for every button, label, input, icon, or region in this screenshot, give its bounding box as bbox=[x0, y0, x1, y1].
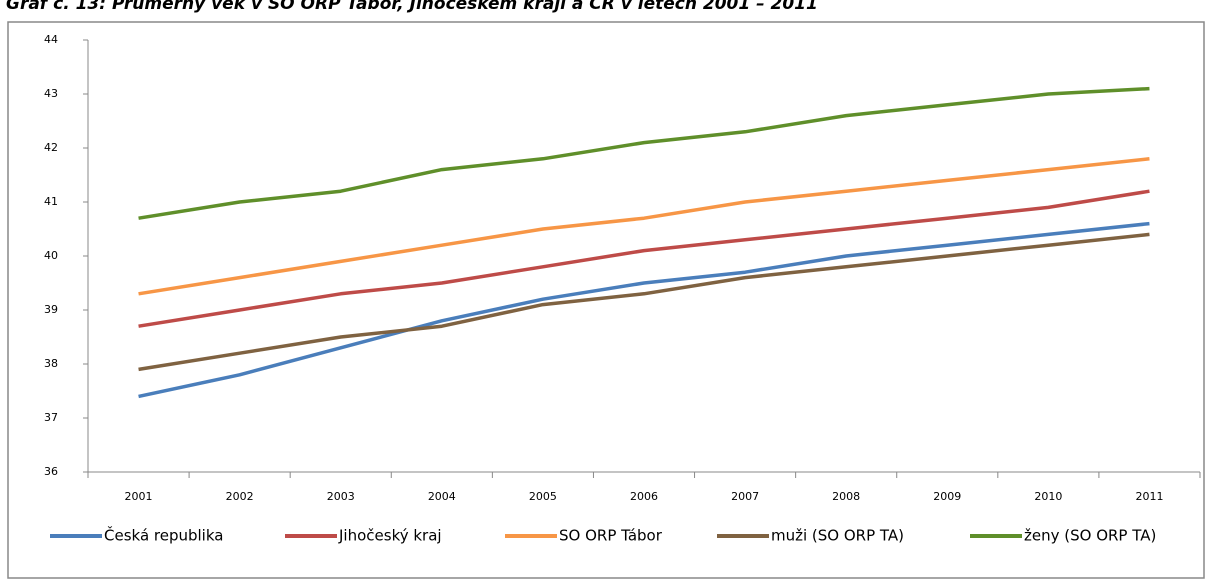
legend-label: ženy (SO ORP TA) bbox=[1024, 527, 1156, 545]
y-tick-label: 42 bbox=[44, 141, 58, 154]
line-series bbox=[138, 86, 1150, 220]
x-tick-label: 2003 bbox=[327, 490, 355, 503]
legend-label: muži (SO ORP TA) bbox=[771, 527, 904, 545]
x-tick-label: 2006 bbox=[630, 490, 658, 503]
legend-label: SO ORP Tábor bbox=[559, 527, 663, 545]
x-tick-label: 2001 bbox=[125, 490, 153, 503]
y-tick-label: 41 bbox=[44, 195, 58, 208]
y-tick-label: 37 bbox=[44, 411, 58, 424]
line-series bbox=[138, 189, 1150, 328]
x-tick-label: 2007 bbox=[731, 490, 759, 503]
chart-frame bbox=[7, 21, 1205, 579]
x-tick-label: 2009 bbox=[933, 490, 961, 503]
x-tick-label: 2002 bbox=[226, 490, 254, 503]
x-tick-label: 2005 bbox=[529, 490, 557, 503]
y-tick-label: 44 bbox=[44, 33, 58, 46]
y-tick-label: 40 bbox=[44, 249, 58, 262]
y-tick-label: 38 bbox=[44, 357, 58, 370]
y-tick-label: 36 bbox=[44, 465, 58, 478]
x-tick-label: 2004 bbox=[428, 490, 456, 503]
legend-label: Jihočeský kraj bbox=[338, 527, 442, 545]
x-tick-label: 2010 bbox=[1034, 490, 1062, 503]
line-series bbox=[138, 221, 1150, 399]
line-series bbox=[138, 157, 1150, 296]
y-tick-label: 39 bbox=[44, 303, 58, 316]
x-tick-label: 2008 bbox=[832, 490, 860, 503]
y-tick-label: 43 bbox=[44, 87, 58, 100]
legend-label: Česká republika bbox=[104, 526, 223, 545]
line-series bbox=[138, 232, 1150, 372]
x-tick-label: 2011 bbox=[1135, 490, 1163, 503]
chart-title: Graf č. 13: Průměrný věk v SO ORP Tábor,… bbox=[6, 0, 818, 14]
